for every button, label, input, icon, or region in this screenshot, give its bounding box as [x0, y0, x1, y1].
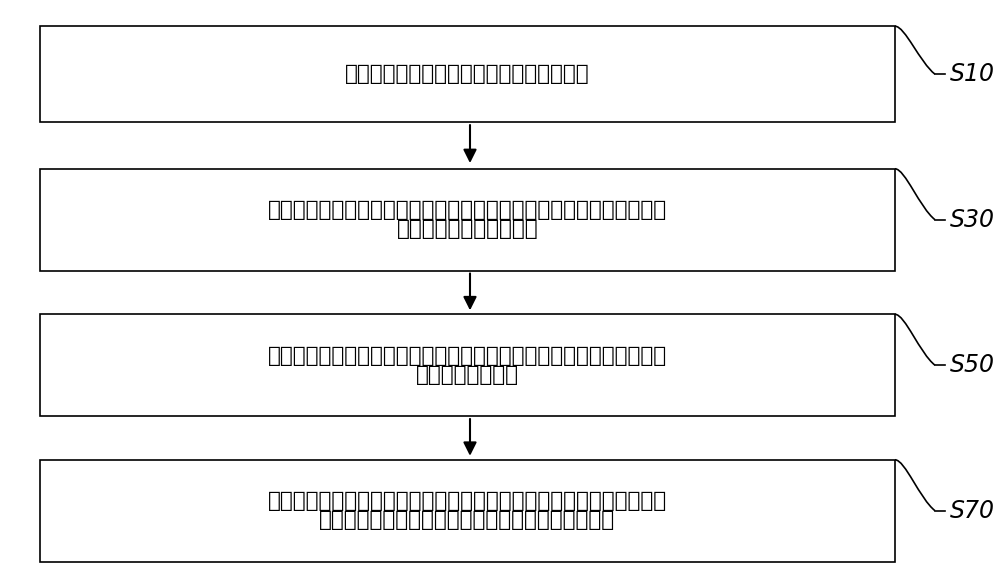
Text: 将焊料和最小单元线路板采用二次回流的方式组装成最小单元菊花链互: 将焊料和最小单元线路板采用二次回流的方式组装成最小单元菊花链互 — [268, 200, 667, 220]
FancyBboxPatch shape — [40, 460, 895, 562]
Text: 连焊点的应力约束: 连焊点的应力约束 — [416, 365, 519, 385]
Text: S10: S10 — [950, 62, 995, 86]
Text: 将硬质测试夹具放置于应力测试环境中并采集最小单元菊花链互连结构: 将硬质测试夹具放置于应力测试环境中并采集最小单元菊花链互连结构 — [268, 491, 667, 511]
FancyBboxPatch shape — [40, 314, 895, 416]
Text: S30: S30 — [950, 208, 995, 232]
Text: S50: S50 — [950, 353, 995, 377]
Text: 连结构以形成微互连焊点: 连结构以形成微互连焊点 — [397, 219, 538, 239]
Text: 将最小单元菊花链互连结构固定在绝缘的硬质测试夹具上以形成对微互: 将最小单元菊花链互连结构固定在绝缘的硬质测试夹具上以形成对微互 — [268, 346, 667, 365]
Text: S70: S70 — [950, 499, 995, 523]
Text: 根据待评价器件制备焊料和最小单元线路板: 根据待评价器件制备焊料和最小单元线路板 — [345, 64, 590, 84]
FancyBboxPatch shape — [40, 26, 895, 122]
FancyBboxPatch shape — [40, 169, 895, 271]
Text: 的电参数，以根据电参数评价微互连焊点的疲劳寿命: 的电参数，以根据电参数评价微互连焊点的疲劳寿命 — [319, 510, 616, 530]
